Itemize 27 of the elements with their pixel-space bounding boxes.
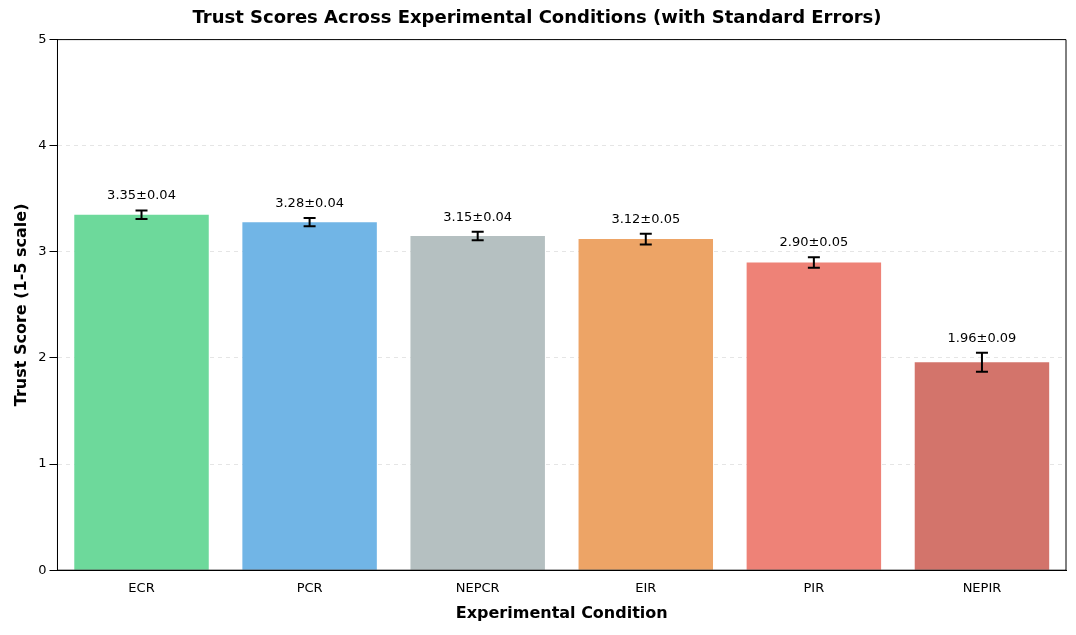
x-tick-label: EIR xyxy=(635,580,657,596)
x-tick-label: NEPCR xyxy=(455,580,500,596)
y-tick-label: 4 xyxy=(38,137,47,153)
data-label: 3.12±0.05 xyxy=(611,210,681,226)
bar xyxy=(74,214,209,570)
y-tick-label: 0 xyxy=(38,561,47,577)
data-label: 2.90±0.05 xyxy=(779,234,849,250)
x-tick-label: NEPIR xyxy=(962,580,1002,596)
y-tick-label: 2 xyxy=(38,349,47,365)
x-tick-label: PCR xyxy=(296,580,323,596)
y-tick-label: 1 xyxy=(38,455,47,471)
data-label: 3.15±0.04 xyxy=(443,208,513,224)
chart-title: Trust Scores Across Experimental Conditions (with Standard Errors) xyxy=(192,6,882,28)
data-label: 3.35±0.04 xyxy=(107,187,176,203)
bar xyxy=(914,362,1050,570)
x-tick-label: ECR xyxy=(128,580,155,596)
x-axis-title: Experimental Condition xyxy=(455,602,668,622)
bar xyxy=(242,222,377,570)
data-label: 3.28±0.04 xyxy=(275,194,344,210)
bar xyxy=(410,235,545,570)
bar xyxy=(578,239,714,570)
y-tick-label: 5 xyxy=(38,30,47,46)
bar xyxy=(746,262,882,570)
x-tick-label: PIR xyxy=(803,580,825,596)
y-tick-label: 3 xyxy=(38,243,47,259)
data-label: 1.96±0.09 xyxy=(947,329,1017,345)
y-axis-title: Trust Score (1-5 scale) xyxy=(10,203,30,407)
